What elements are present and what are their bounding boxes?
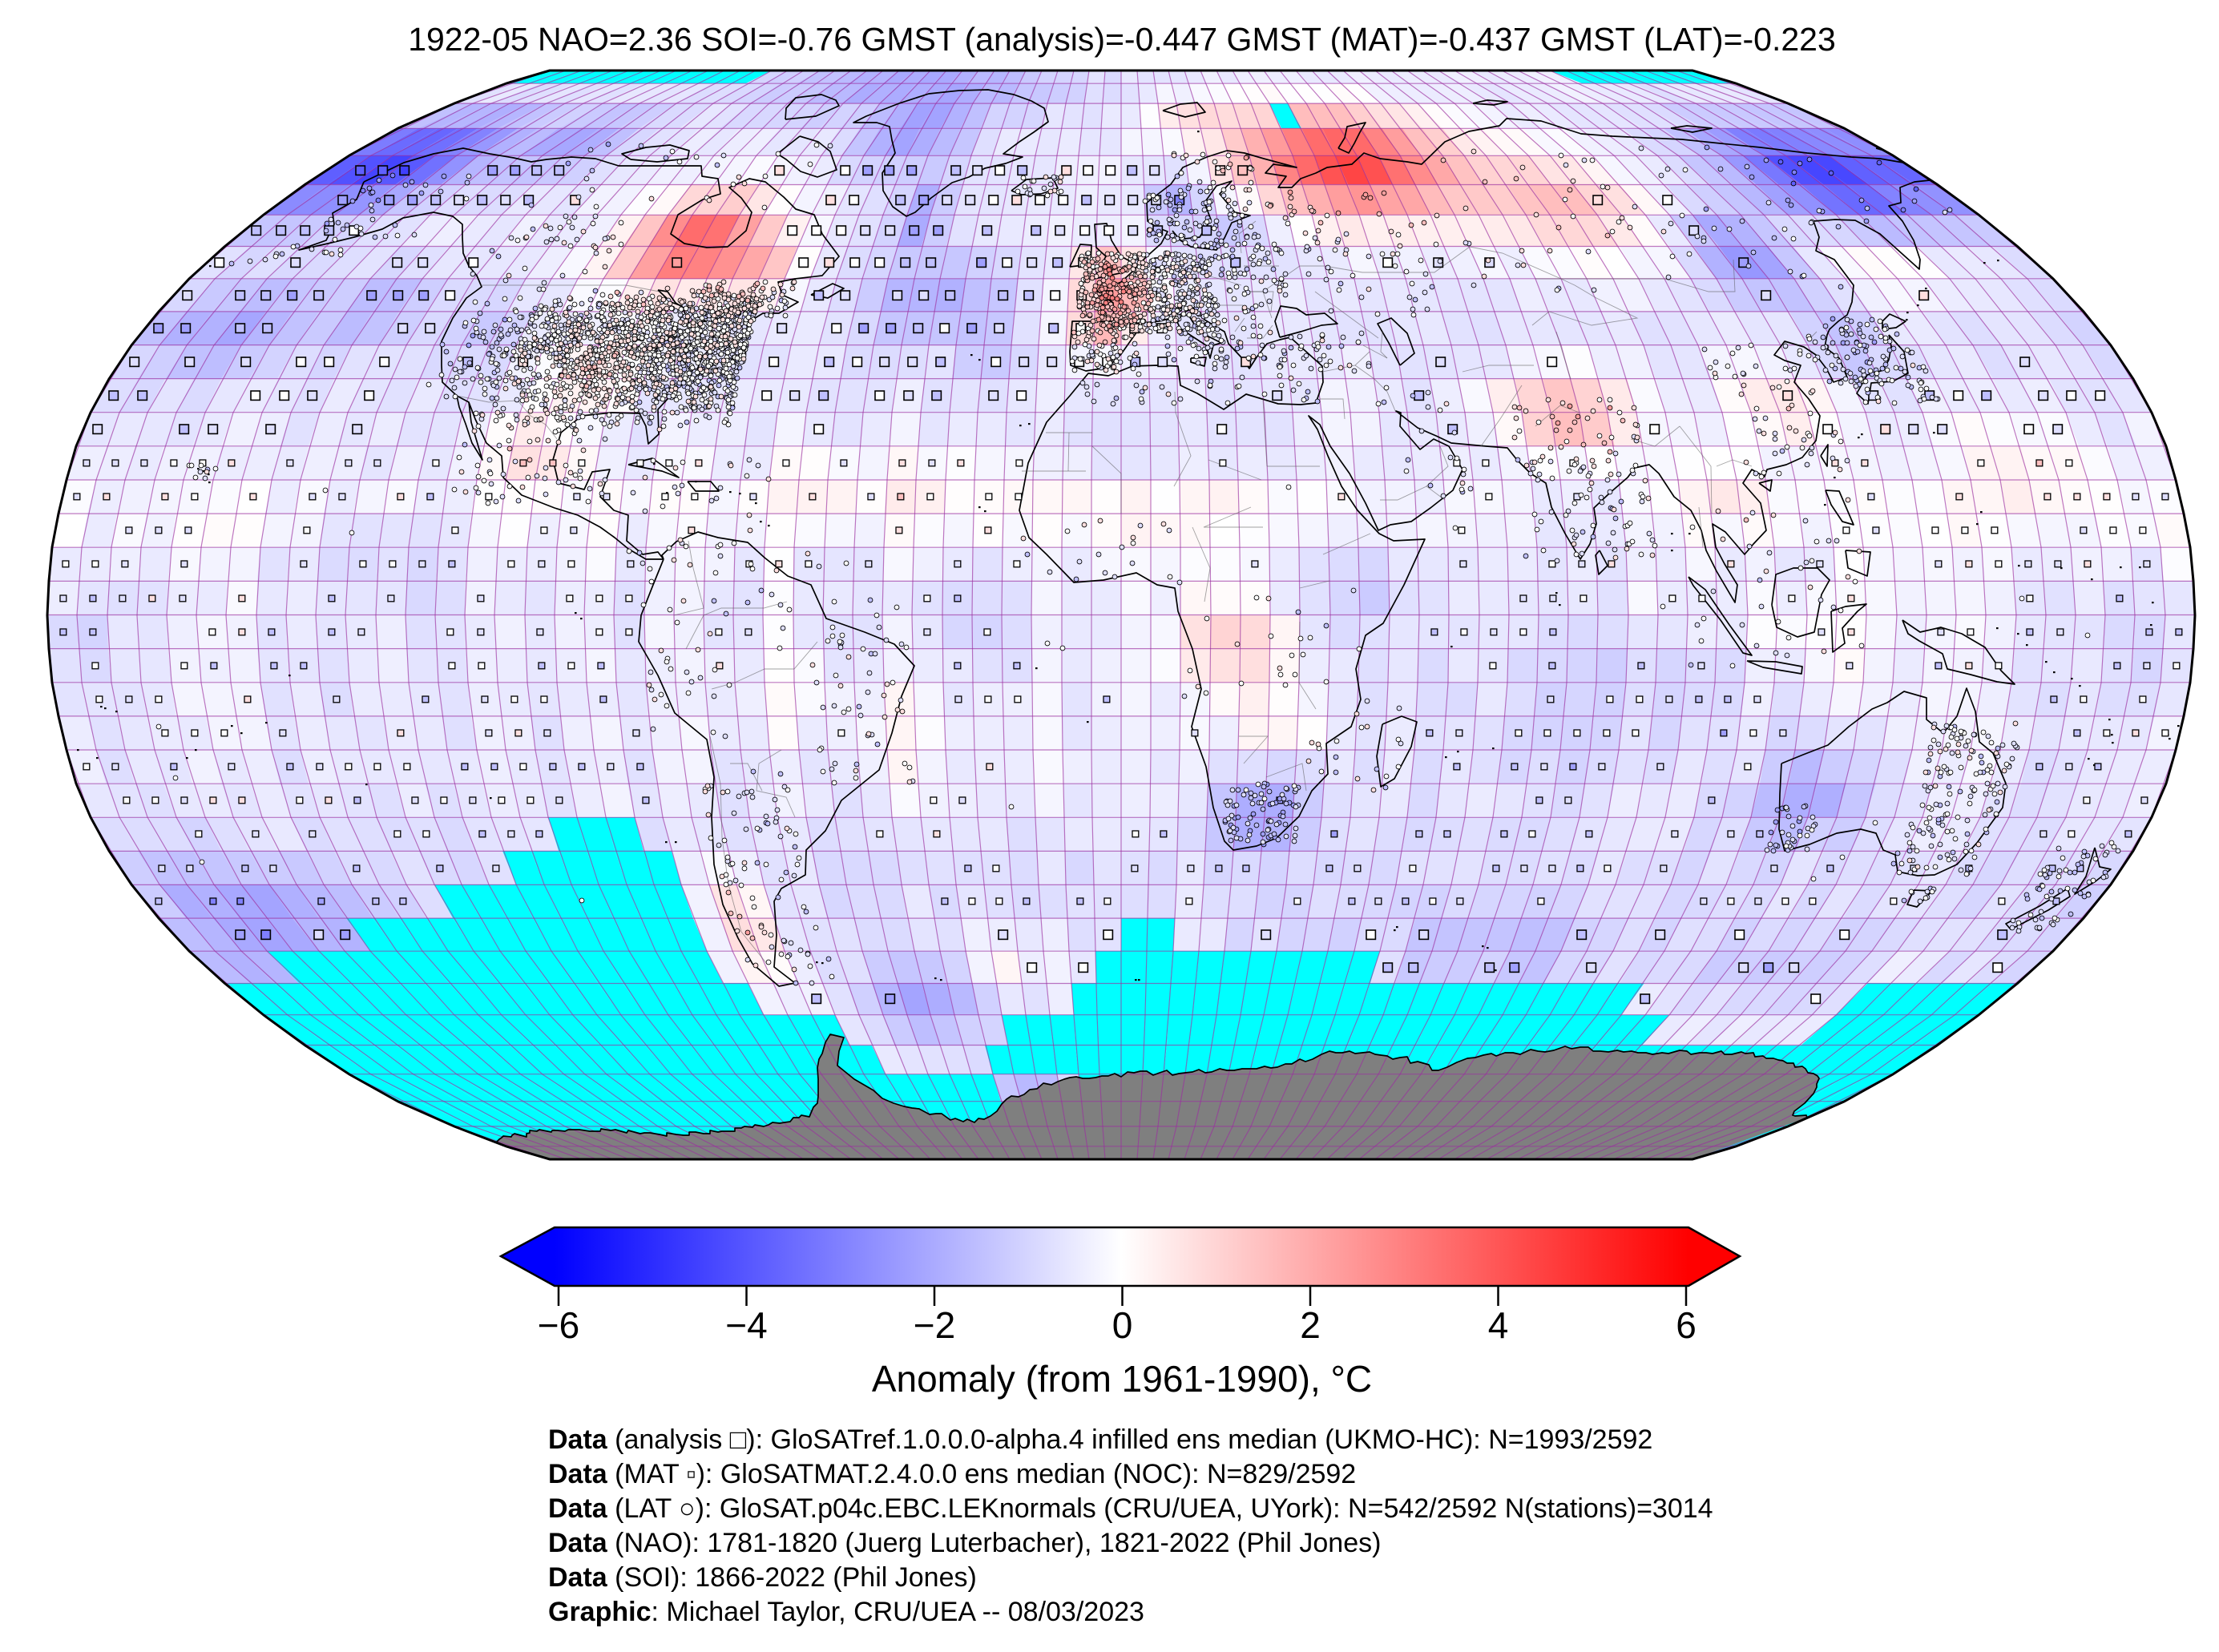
svg-text:Anomaly (from 1961-1990), °C: Anomaly (from 1961-1990), °C: [872, 1358, 1372, 1400]
svg-text:2: 2: [1300, 1304, 1321, 1346]
svg-text:1922-05 NAO=2.36 SOI=-0.76 GMS: 1922-05 NAO=2.36 SOI=-0.76 GMST (analysi…: [408, 21, 1836, 58]
svg-text:Data (SOI): 1866-2022 (Phil Jo: Data (SOI): 1866-2022 (Phil Jones): [548, 1562, 977, 1593]
svg-text:Graphic: Michael Taylor, CRU/U: Graphic: Michael Taylor, CRU/UEA -- 08/0…: [548, 1597, 1144, 1627]
svg-text:4: 4: [1488, 1304, 1509, 1346]
svg-text:0: 0: [1112, 1304, 1133, 1346]
svg-text:Data (analysis □): GloSATref.1: Data (analysis □): GloSATref.1.0.0.0-alp…: [548, 1424, 1652, 1455]
svg-text:−6: −6: [538, 1304, 579, 1346]
svg-text:Data (MAT ▫): GloSATMAT.2.4.0.: Data (MAT ▫): GloSATMAT.2.4.0.0 ens medi…: [548, 1459, 1356, 1489]
svg-text:Data (NAO): 1781-1820 (Juerg L: Data (NAO): 1781-1820 (Juerg Luterbacher…: [548, 1528, 1381, 1558]
svg-text:6: 6: [1676, 1304, 1697, 1346]
svg-text:−4: −4: [725, 1304, 767, 1346]
svg-text:Data (LAT ○): GloSAT.p04c.EBC.: Data (LAT ○): GloSAT.p04c.EBC.LEKnormals…: [548, 1493, 1713, 1524]
svg-text:−2: −2: [914, 1304, 955, 1346]
